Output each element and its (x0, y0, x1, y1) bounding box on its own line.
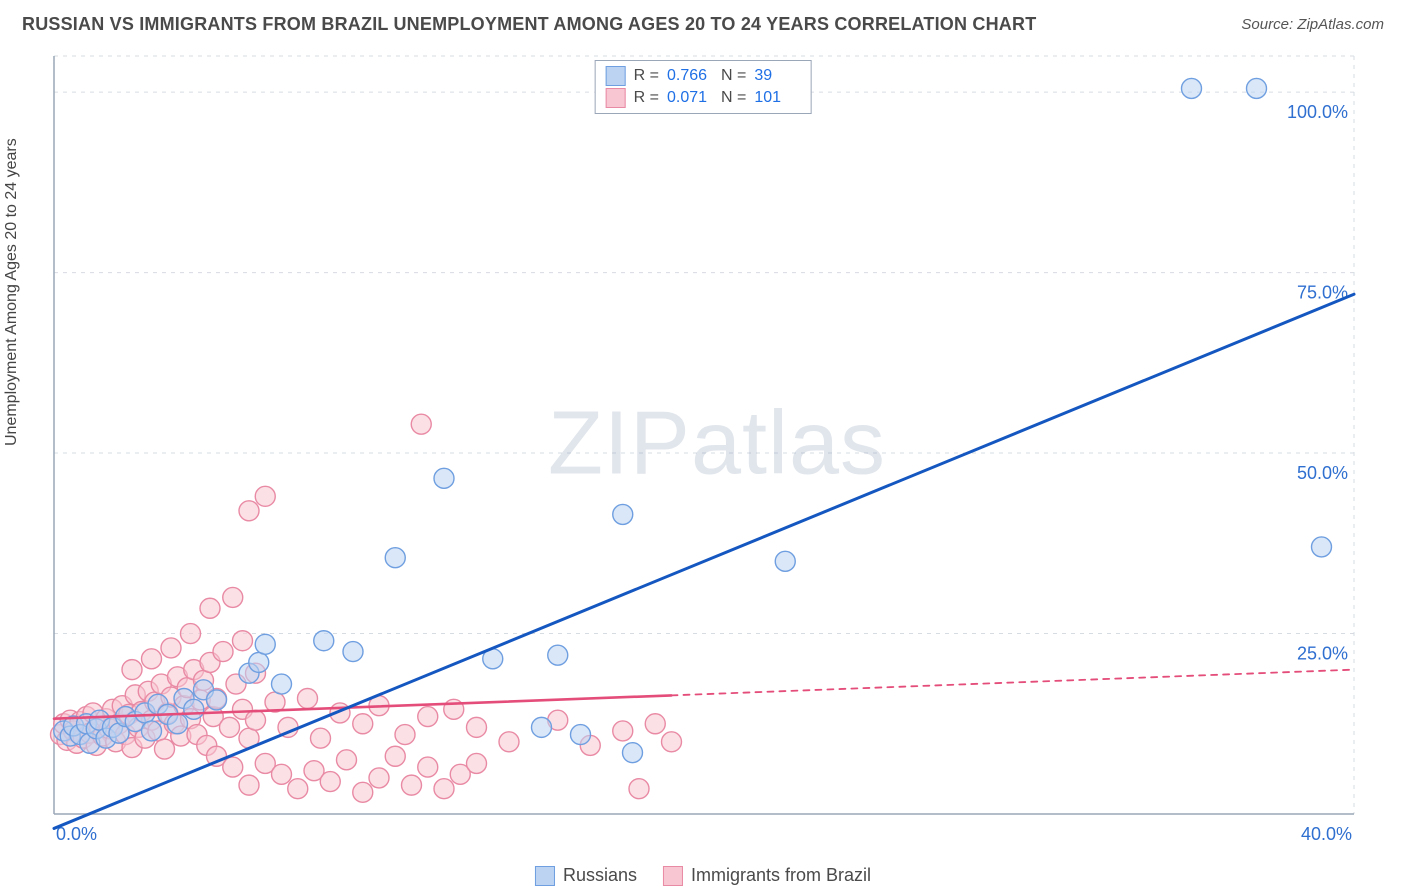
title-row: RUSSIAN VS IMMIGRANTS FROM BRAZIL UNEMPL… (0, 0, 1406, 41)
stats-legend: R = 0.766 N = 39 R = 0.071 N = 101 (595, 60, 812, 114)
scatter-chart: 25.0%50.0%75.0%100.0%0.0%40.0% (46, 48, 1388, 850)
source-prefix: Source: (1241, 16, 1297, 33)
svg-text:0.0%: 0.0% (56, 824, 97, 844)
swatch-series-a (606, 66, 626, 86)
stat-n-label: N = (721, 67, 746, 85)
stat-r-b: 0.071 (667, 89, 713, 107)
stat-n-label: N = (721, 89, 746, 107)
stat-r-label: R = (634, 67, 659, 85)
y-axis-label: Unemployment Among Ages 20 to 24 years (3, 138, 21, 446)
legend-item-b: Immigrants from Brazil (663, 865, 871, 886)
stat-r-a: 0.766 (667, 67, 713, 85)
plot-area: 25.0%50.0%75.0%100.0%0.0%40.0% ZIPatlas (46, 48, 1388, 850)
stat-n-a: 39 (754, 67, 800, 85)
legend-label-b: Immigrants from Brazil (691, 865, 871, 886)
chart-title: RUSSIAN VS IMMIGRANTS FROM BRAZIL UNEMPL… (22, 14, 1036, 35)
stats-row-a: R = 0.766 N = 39 (606, 65, 801, 87)
legend-item-a: Russians (535, 865, 637, 886)
svg-text:50.0%: 50.0% (1297, 463, 1348, 483)
series-legend: Russians Immigrants from Brazil (535, 865, 871, 886)
stat-r-label: R = (634, 89, 659, 107)
svg-text:40.0%: 40.0% (1301, 824, 1352, 844)
source-name: ZipAtlas.com (1297, 16, 1384, 33)
svg-text:100.0%: 100.0% (1287, 102, 1348, 122)
svg-text:25.0%: 25.0% (1297, 644, 1348, 664)
legend-label-a: Russians (563, 865, 637, 886)
stat-n-b: 101 (754, 89, 800, 107)
stats-row-b: R = 0.071 N = 101 (606, 87, 801, 109)
source-label: Source: ZipAtlas.com (1241, 16, 1384, 33)
swatch-series-b (606, 88, 626, 108)
swatch-series-a (535, 866, 555, 886)
swatch-series-b (663, 866, 683, 886)
